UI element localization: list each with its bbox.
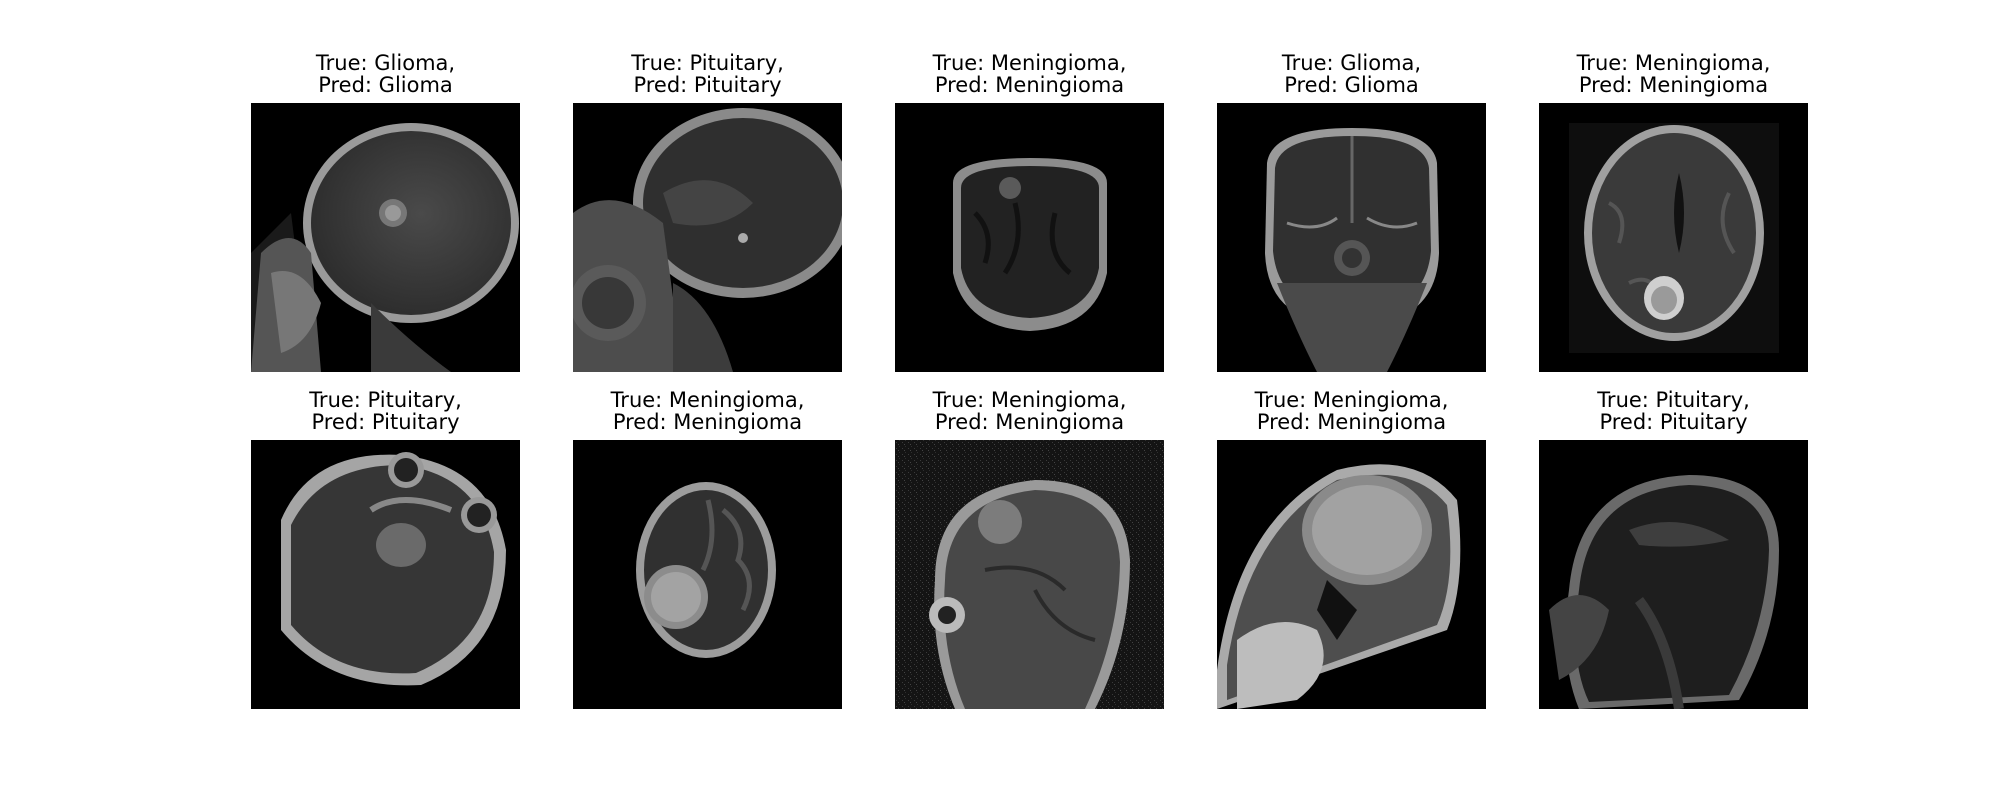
true-label: True: Meningioma, <box>1576 51 1771 75</box>
true-label: True: Glioma, <box>1281 51 1422 75</box>
pred-label: Pred: Pituitary <box>633 73 782 97</box>
panel-title: True: Meningioma, Pred: Meningioma <box>855 52 1204 102</box>
mri-scan-image <box>1217 103 1486 372</box>
panel-title: True: Meningioma, Pred: Meningioma <box>1177 389 1526 439</box>
true-label: True: Meningioma, <box>1254 388 1449 412</box>
mri-scan-image <box>573 440 842 709</box>
panel-title: True: Meningioma, Pred: Meningioma <box>533 389 882 439</box>
mri-scan-image <box>1217 440 1486 709</box>
mri-scan-image <box>251 103 520 372</box>
true-label: True: Pituitary, <box>631 51 784 75</box>
true-label: True: Pituitary, <box>309 388 462 412</box>
panel-title: True: Pituitary, Pred: Pituitary <box>211 389 560 439</box>
pred-label: Pred: Glioma <box>1284 73 1419 97</box>
pred-label: Pred: Pituitary <box>311 410 460 434</box>
mri-scan-image <box>1539 103 1808 372</box>
mri-scan-image <box>1539 440 1808 709</box>
panel-title: True: Pituitary, Pred: Pituitary <box>533 52 882 102</box>
true-label: True: Pituitary, <box>1597 388 1750 412</box>
true-label: True: Meningioma, <box>610 388 805 412</box>
true-label: True: Meningioma, <box>932 51 1127 75</box>
mri-scan-image <box>895 103 1164 372</box>
panel-title: True: Glioma, Pred: Glioma <box>211 52 560 102</box>
panel-title: True: Meningioma, Pred: Meningioma <box>1499 52 1848 102</box>
true-label: True: Meningioma, <box>932 388 1127 412</box>
mri-scan-image <box>895 440 1164 709</box>
pred-label: Pred: Meningioma <box>1256 410 1447 434</box>
pred-label: Pred: Pituitary <box>1599 410 1748 434</box>
mri-scan-image <box>573 103 842 372</box>
panel-title: True: Pituitary, Pred: Pituitary <box>1499 389 1848 439</box>
pred-label: Pred: Meningioma <box>934 410 1125 434</box>
pred-label: Pred: Glioma <box>318 73 453 97</box>
mri-scan-image <box>251 440 520 709</box>
pred-label: Pred: Meningioma <box>934 73 1125 97</box>
pred-label: Pred: Meningioma <box>612 410 803 434</box>
pred-label: Pred: Meningioma <box>1578 73 1769 97</box>
panel-title: True: Glioma, Pred: Glioma <box>1177 52 1526 102</box>
true-label: True: Glioma, <box>315 51 456 75</box>
panel-title: True: Meningioma, Pred: Meningioma <box>855 389 1204 439</box>
